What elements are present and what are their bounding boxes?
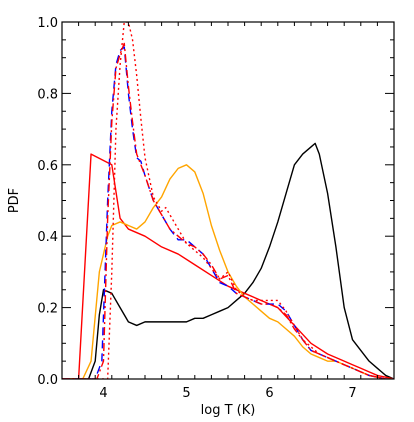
x-tick-label: 5 [182,386,190,401]
y-tick-label: 1.0 [37,16,58,31]
y-tick-label: 0.8 [37,87,58,102]
series-layer [62,22,394,379]
plot-frame [61,21,395,380]
y-axis-label: PDF [7,188,22,213]
x-tick-label: 7 [348,386,356,401]
y-tick-label: 0.6 [37,159,58,174]
x-axis-label: log T (K) [201,403,256,418]
series-line-2-solid [62,153,394,379]
x-tick-label: 6 [265,386,273,401]
series-line-4-dashed [62,46,394,379]
series-line-5-dashdot [62,42,394,379]
series-line-6-dotted [62,22,394,379]
tick-layer: 4 5 6 7 0.0 0.2 0.4 0.6 0.8 1.0 [37,16,395,401]
y-tick-label: 0.0 [37,373,58,388]
series-line-1-solid [62,142,394,379]
y-tick-label: 0.4 [37,230,58,245]
y-tick-label: 0.2 [37,302,58,317]
series-line-3-solid [62,164,394,379]
x-tick-label: 4 [99,386,107,401]
